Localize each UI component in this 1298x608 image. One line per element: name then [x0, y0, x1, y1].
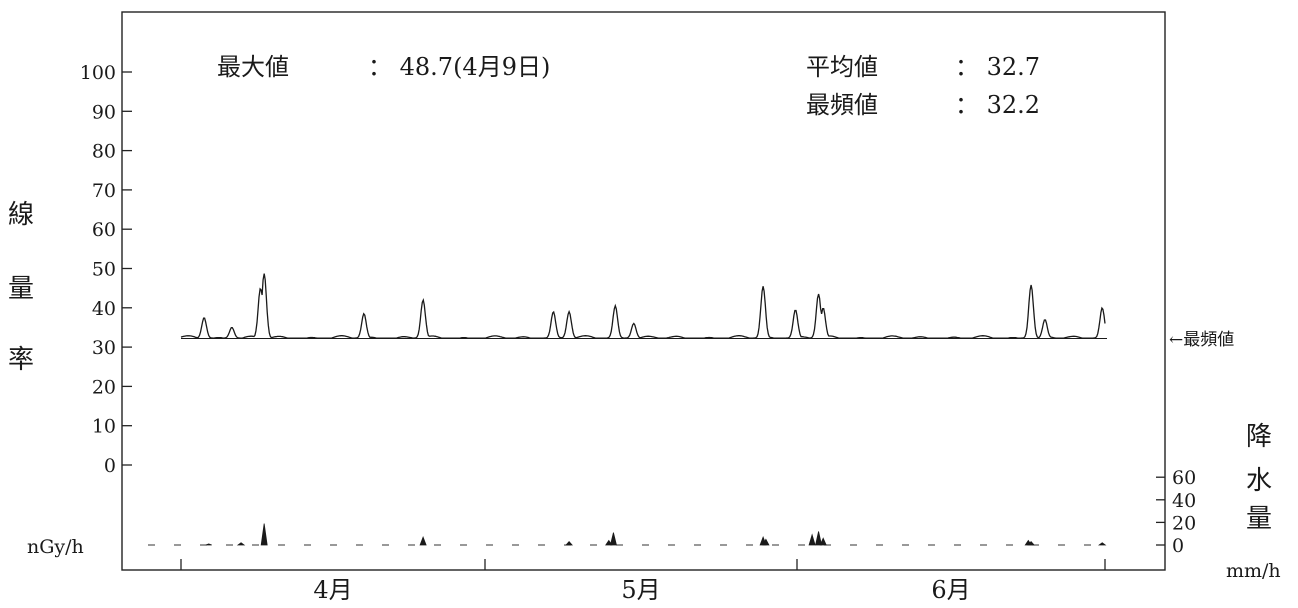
- precipitation-series: [148, 523, 1107, 546]
- left-tick-label: 10: [92, 416, 116, 438]
- right-tick-label: 0: [1172, 535, 1184, 557]
- mean-label: 平均値: [806, 53, 878, 81]
- precip-bar: [205, 543, 212, 546]
- left-tick-label: 80: [92, 141, 116, 163]
- left-tick-label: 0: [104, 455, 116, 477]
- right-axis-title-char-2: 水: [1246, 466, 1272, 496]
- precip-bar: [762, 538, 770, 546]
- left-tick-label: 60: [92, 219, 116, 241]
- max-label: 最大値: [217, 53, 289, 81]
- right-axis-title-char-1: 降: [1246, 422, 1272, 452]
- left-tick-label: 90: [92, 101, 116, 123]
- left-tick-label: 70: [92, 180, 116, 202]
- dose-rate-line: [180, 273, 1106, 339]
- left-axis-ticks: 0 10 20 30 40 50 60 70 80 90 100: [80, 62, 132, 477]
- mode-marker-label: ←最頻値: [1169, 330, 1234, 350]
- left-axis-title-char-1: 線: [8, 200, 34, 230]
- mode-value: ： 32.2: [955, 91, 1040, 119]
- left-axis-title-char-2: 量: [8, 274, 34, 304]
- left-tick-label: 100: [80, 62, 116, 84]
- left-tick-label: 20: [92, 376, 116, 398]
- right-axis-title-char-3: 量: [1246, 504, 1272, 534]
- precip-bar: [609, 532, 617, 546]
- x-tick-label: 6月: [931, 576, 970, 604]
- left-tick-label: 50: [92, 259, 116, 281]
- precip-bar: [815, 531, 823, 546]
- right-tick-label: 20: [1172, 512, 1196, 534]
- left-tick-label: 40: [92, 298, 116, 320]
- left-axis-unit: nGy/h: [27, 536, 84, 558]
- x-tick-label: 5月: [621, 576, 660, 604]
- precip-bar: [236, 542, 246, 546]
- precip-bar: [260, 523, 268, 546]
- precip-bar: [1098, 542, 1107, 546]
- right-tick-label: 40: [1172, 490, 1196, 512]
- precip-bar: [419, 535, 427, 546]
- plot-frame: [121, 11, 1166, 571]
- x-tick-label: 4月: [313, 576, 352, 604]
- precip-bar: [565, 541, 573, 546]
- mode-label: 最頻値: [806, 91, 878, 119]
- precip-bar: [819, 537, 827, 546]
- mean-value: ： 32.7: [955, 53, 1040, 81]
- max-value: ： 48.7(4月9日): [368, 53, 550, 81]
- precip-bar: [1027, 541, 1035, 546]
- right-axis-unit: mm/h: [1226, 560, 1281, 582]
- precip-bar: [808, 533, 816, 546]
- left-axis-title-char-3: 率: [8, 345, 34, 375]
- left-tick-label: 30: [92, 337, 116, 359]
- x-axis-ticks: 4月 5月 6月: [180, 559, 1106, 604]
- right-tick-label: 60: [1172, 467, 1196, 489]
